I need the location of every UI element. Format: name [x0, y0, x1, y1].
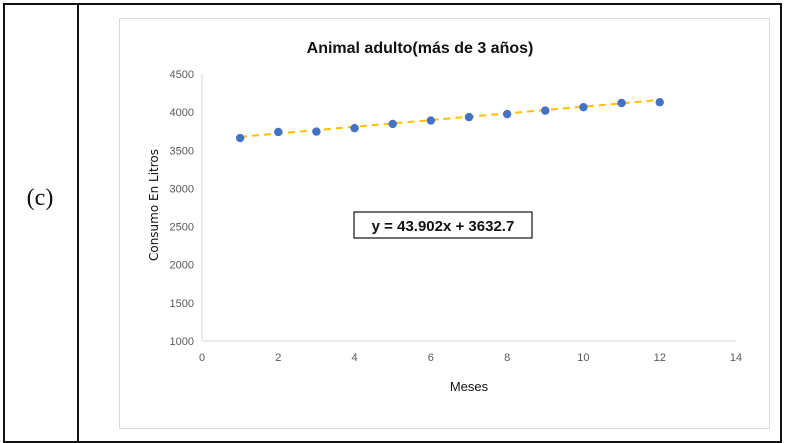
- y-tick-label: 2000: [170, 260, 194, 272]
- x-tick-label: 10: [577, 352, 589, 364]
- data-point: [388, 119, 397, 129]
- x-tick-label: 4: [352, 352, 358, 364]
- y-tick-label: 4000: [170, 107, 194, 119]
- y-axis-label: Consumo En Litros: [147, 149, 161, 261]
- data-point: [350, 123, 359, 133]
- y-tick-label: 2500: [170, 222, 194, 234]
- data-point: [502, 109, 512, 119]
- x-tick-label: 8: [504, 352, 510, 364]
- data-point: [579, 102, 588, 112]
- y-tick-label: 4500: [170, 69, 194, 81]
- equation-label: y = 43.902x + 3632.7: [372, 218, 515, 235]
- equation-box: [353, 211, 533, 239]
- y-tick-label: 1000: [170, 336, 194, 348]
- y-tick-label: 1500: [170, 298, 194, 310]
- data-point: [235, 133, 245, 143]
- x-tick-label: 14: [730, 352, 742, 364]
- data-point: [312, 127, 321, 136]
- trendline: [240, 98, 660, 138]
- x-tick-label: 6: [428, 352, 434, 364]
- row-label: (c): [26, 185, 54, 211]
- data-point: [617, 98, 626, 108]
- x-tick-labels: 0 2 4 6 8 10 12 14: [199, 352, 742, 364]
- data-point: [541, 106, 550, 115]
- y-tick-labels: 1000 1500 2000 2500 3000 3500 4000 4500: [170, 69, 194, 348]
- data-point: [655, 98, 664, 107]
- y-tick-label: 3500: [170, 145, 194, 157]
- x-tick-label: 12: [654, 352, 666, 364]
- y-tick-label: 3000: [170, 183, 194, 195]
- x-tick-label: 2: [275, 352, 281, 364]
- chart-title: Animal adulto(más de 3 años): [307, 40, 534, 57]
- scatter-chart: Animal adulto(más de 3 años) 10001500200…: [147, 40, 742, 394]
- data-point: [464, 112, 474, 122]
- data-point: [274, 127, 283, 137]
- data-points: [235, 98, 664, 143]
- column-divider: [77, 3, 79, 443]
- data-point: [426, 116, 436, 125]
- x-tick-label: 0: [199, 352, 205, 364]
- x-axis-label: Meses: [450, 379, 489, 394]
